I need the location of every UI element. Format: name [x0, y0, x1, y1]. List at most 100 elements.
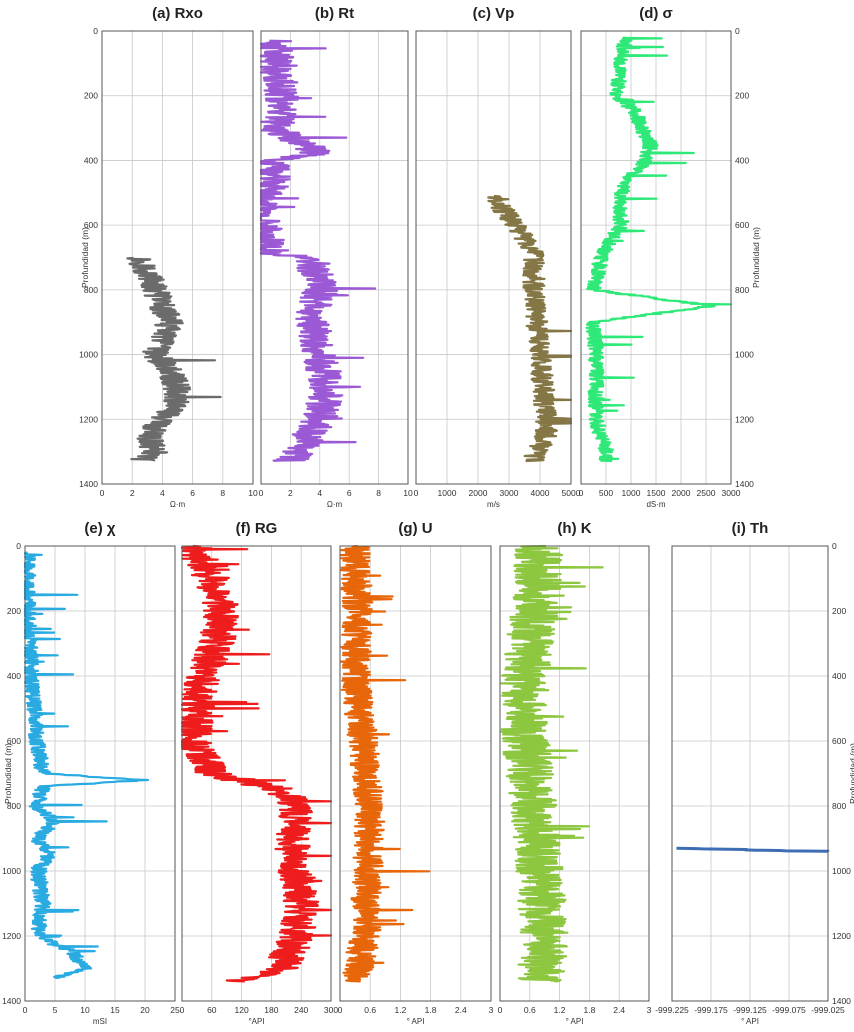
- log-trace-k: [500, 544, 604, 983]
- depth-tick-label: 1000: [832, 866, 851, 876]
- x-tick-label: 60: [207, 1005, 217, 1015]
- left-depth-axis-top: 0 200 400 600 800 1000 1200 1400 Profundidad (m): [79, 26, 98, 489]
- depth-tick-label: 400: [832, 671, 846, 681]
- x-tick-label: 10: [248, 488, 258, 498]
- x-tick-label: 2: [288, 488, 293, 498]
- panel-frame: [499, 545, 650, 1002]
- panel-frame: [339, 545, 492, 1002]
- x-tick-label: 2000: [672, 488, 691, 498]
- panel-frame: [101, 30, 254, 485]
- depth-tick-label: 800: [832, 801, 846, 811]
- x-tick-label: 3: [489, 1005, 494, 1015]
- panel-frame: [671, 545, 829, 1002]
- x-tick-label: 2: [130, 488, 135, 498]
- x-tick-labels: 0 500 1000 1500 2000 2500 3000: [579, 488, 741, 498]
- x-tick-labels: 0 60 120 180 240 300: [180, 1005, 339, 1015]
- depth-tick-label: 600: [7, 736, 21, 746]
- x-tick-label: 1500: [647, 488, 666, 498]
- x-tick-label: 1000: [438, 488, 457, 498]
- depth-tick-label: 0: [93, 26, 98, 36]
- x-tick-label: 1.2: [394, 1005, 406, 1015]
- depth-tick-label: 400: [7, 671, 21, 681]
- panel-frame: [415, 30, 572, 485]
- x-tick-label: 2.4: [455, 1005, 467, 1015]
- depth-tick-label: 200: [832, 606, 846, 616]
- x-tick-label: 0: [180, 1005, 185, 1015]
- x-axis-unit: Ω·m: [327, 500, 343, 509]
- log-trace-rg: [180, 544, 333, 983]
- depth-tick-label: 200: [84, 91, 98, 101]
- x-tick-labels: -999.225 -999.175 -999.125 -999.075 -999.025: [655, 1005, 845, 1015]
- log-trace-sigma: [585, 36, 733, 463]
- panel-title: (i) Th: [732, 520, 769, 537]
- panel-title: (d) σ: [639, 5, 673, 22]
- panel-title: (h) K: [557, 520, 591, 537]
- x-tick-label: 10: [80, 1005, 90, 1015]
- panel-title: (f) RG: [236, 520, 278, 537]
- x-tick-label: 4: [160, 488, 165, 498]
- panel-title: (b) Rt: [315, 5, 354, 22]
- depth-tick-label: 0: [832, 541, 837, 551]
- depth-tick-label: 800: [7, 801, 21, 811]
- x-tick-label: 3: [647, 1005, 652, 1015]
- x-tick-label: 20: [140, 1005, 150, 1015]
- depth-tick-label: 800: [735, 285, 749, 295]
- x-axis-unit: °API: [248, 1017, 264, 1026]
- depth-tick-label: 1000: [2, 866, 21, 876]
- panel-sigma: (d) σ 0 500 1000 1500 2000 2500 3000 dS·m: [579, 5, 741, 509]
- depth-tick-label: 0: [16, 541, 21, 551]
- panel-frame: [181, 545, 332, 1002]
- panel-title: (c) Vp: [473, 5, 515, 22]
- depth-tick-label: 1000: [79, 350, 98, 360]
- x-tick-label: 0: [414, 488, 419, 498]
- x-tick-label: -999.175: [694, 1005, 728, 1015]
- panel-title: (e) χ: [84, 520, 116, 537]
- x-axis-unit: ° API: [741, 1017, 759, 1026]
- x-tick-labels: 0 2 4 6 8 10: [259, 488, 413, 498]
- x-tick-label: 5: [53, 1005, 58, 1015]
- x-tick-label: -999.025: [811, 1005, 845, 1015]
- x-tick-label: 500: [599, 488, 613, 498]
- x-tick-label: 4000: [531, 488, 550, 498]
- x-tick-label: 0: [259, 488, 264, 498]
- log-trace-th: [676, 846, 830, 853]
- x-tick-labels: 0 0.6 1.2 1.8 2.4 3: [338, 1005, 494, 1015]
- x-tick-labels: 0 0.6 1.2 1.8 2.4 3: [498, 1005, 652, 1015]
- x-axis-unit: ° API: [407, 1017, 425, 1026]
- depth-axis-title: Profundidad (m): [80, 227, 90, 288]
- panel-title: (g) U: [398, 520, 432, 537]
- x-tick-label: 5000: [562, 488, 581, 498]
- depth-tick-label: 600: [735, 220, 749, 230]
- x-tick-label: 180: [264, 1005, 278, 1015]
- x-tick-label: -999.075: [772, 1005, 806, 1015]
- depth-tick-label: 600: [84, 220, 98, 230]
- depth-tick-label: 1200: [2, 931, 21, 941]
- depth-axis-title: Profundidad (m): [848, 743, 854, 804]
- x-tick-label: 0: [338, 1005, 343, 1015]
- x-axis-unit: m/s: [487, 500, 500, 509]
- x-tick-label: 15: [110, 1005, 120, 1015]
- x-axis-unit: ° API: [566, 1017, 584, 1026]
- log-trace-rt: [259, 39, 377, 463]
- x-axis-unit: Ω·m: [170, 500, 186, 509]
- panel-k: (h) K 0 0.6 1.2 1.8 2.4 3 ° API: [498, 520, 652, 1026]
- x-tick-label: 3000: [500, 488, 519, 498]
- x-tick-label: 1.2: [554, 1005, 566, 1015]
- x-tick-label: 2500: [697, 488, 716, 498]
- panel-rg: (f) RG 0 60 120 180 240 300 °API: [180, 520, 339, 1026]
- depth-tick-label: 800: [84, 285, 98, 295]
- x-tick-labels: 0 5 10 15 20 25: [23, 1005, 180, 1015]
- depth-tick-label: 200: [735, 91, 749, 101]
- panel-rxo: (a) Rxo 0 2 4 6 8 10 Ω·m: [100, 5, 258, 509]
- panel-chi: (e) χ 0 5 10 15 20 25 mSI: [23, 520, 180, 1026]
- log-trace-rxo: [126, 256, 222, 462]
- depth-tick-label: 1400: [735, 479, 754, 489]
- depth-tick-label: 1200: [832, 931, 851, 941]
- right-depth-axis-bottom: 0 200 400 600 800 1000 1200 1400 Profundidad (m): [832, 541, 854, 1006]
- depth-tick-label: 200: [7, 606, 21, 616]
- x-tick-label: 25: [170, 1005, 180, 1015]
- x-tick-label: 0: [498, 1005, 503, 1015]
- x-tick-label: 10: [403, 488, 413, 498]
- panel-title: (a) Rxo: [152, 5, 203, 22]
- x-tick-label: 240: [294, 1005, 308, 1015]
